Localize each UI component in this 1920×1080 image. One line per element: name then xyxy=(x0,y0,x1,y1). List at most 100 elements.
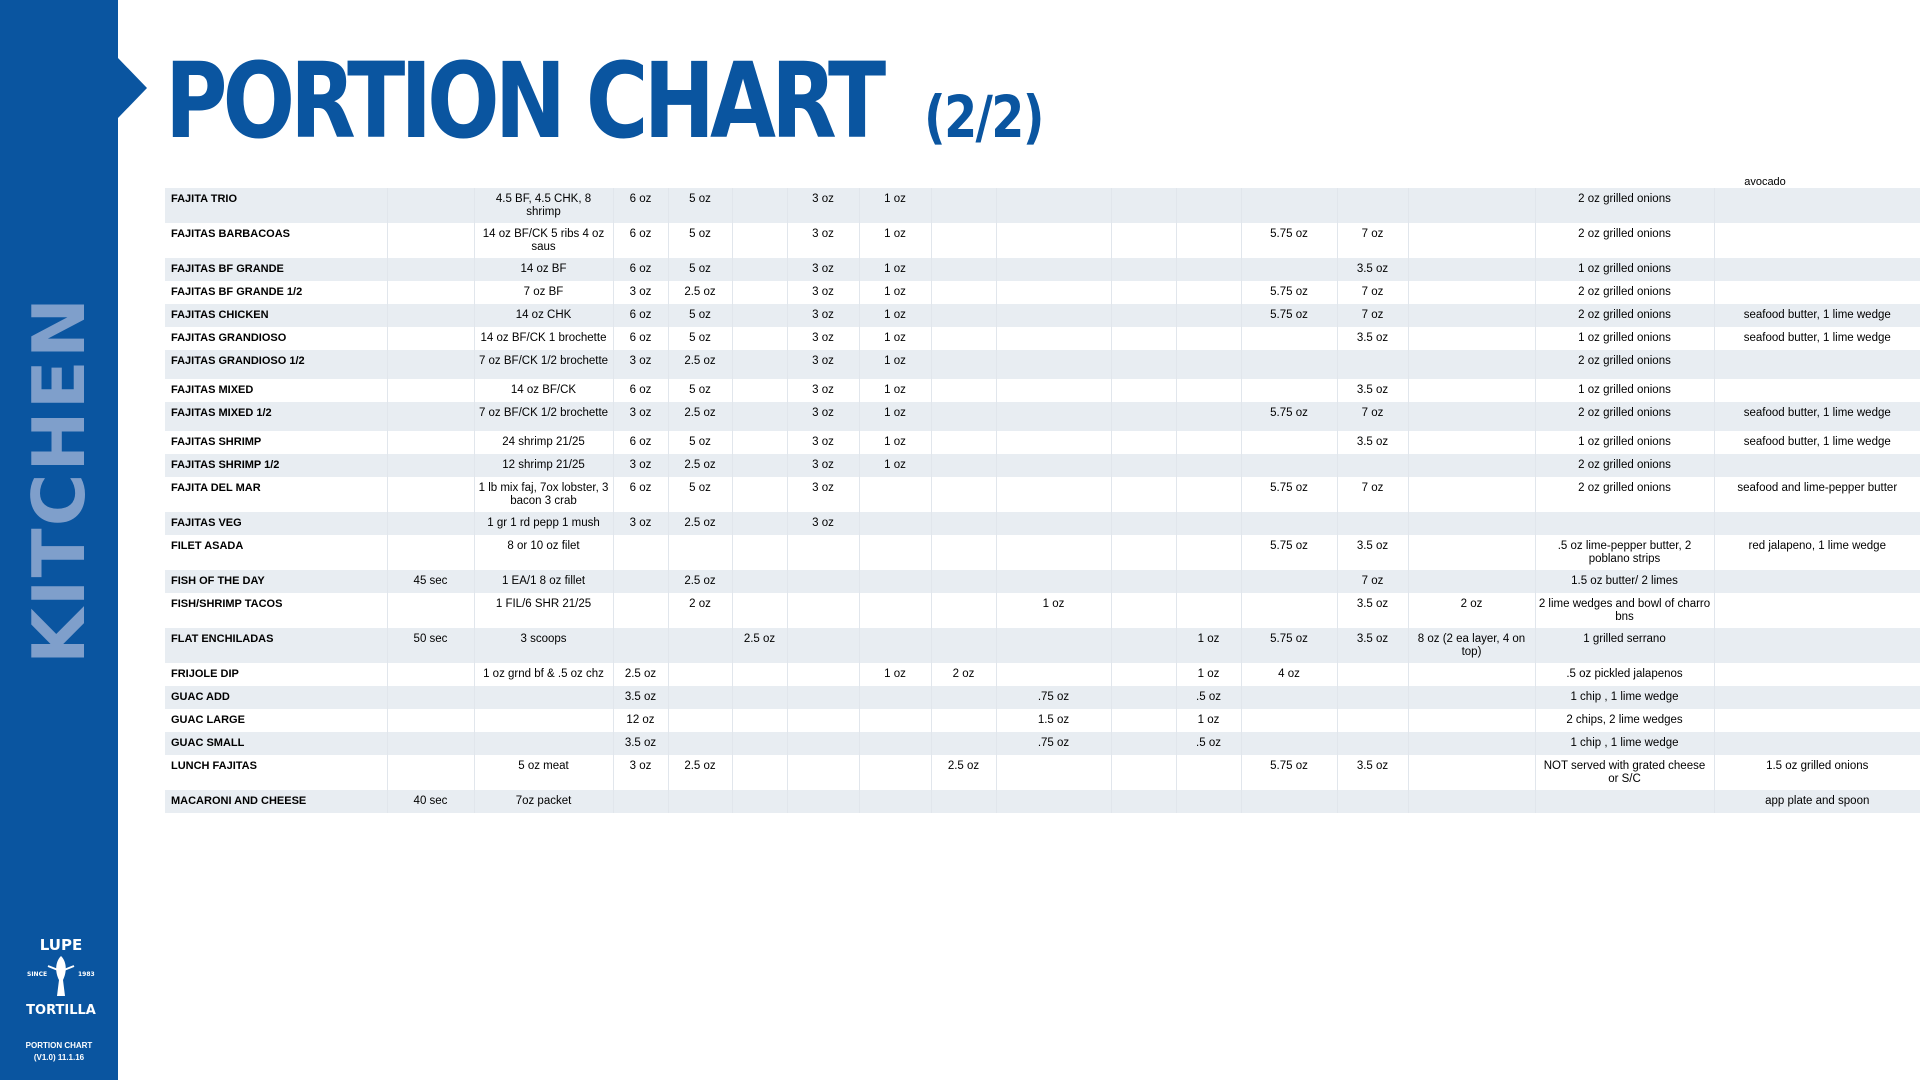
table-cell: 3 oz xyxy=(786,379,859,402)
table-row: LUNCH FAJITAS 5 oz meat 3 oz 2.5 oz 2.5 oz 5.… xyxy=(165,755,1920,790)
table-cell: 3 oz xyxy=(786,327,859,350)
table-cell xyxy=(1110,327,1176,350)
table-cell xyxy=(1407,790,1535,813)
table-cell: 3.5 oz xyxy=(1336,327,1408,350)
table-cell xyxy=(612,570,668,593)
table-cell: 3 oz xyxy=(786,188,859,223)
table-row: MACARONI AND CHEESE 40 sec 7oz packet app p… xyxy=(165,790,1920,813)
table-cell xyxy=(1175,350,1241,379)
table-cell: 6 oz xyxy=(612,223,668,258)
item-name-cell: FRIJOLE DIP xyxy=(171,668,239,680)
table-cell xyxy=(1336,732,1408,755)
table-cell xyxy=(786,663,859,686)
table-cell xyxy=(858,709,931,732)
table-cell: 14 oz BF xyxy=(473,258,613,281)
table-cell xyxy=(1110,512,1176,535)
table-cell: 14 oz BF/CK xyxy=(473,379,613,402)
table-cell: 24 shrimp 21/25 xyxy=(473,431,613,454)
table-cell xyxy=(1240,790,1337,813)
table-cell: .5 oz xyxy=(1175,686,1241,709)
table-cell: 7 oz xyxy=(1336,477,1408,512)
table-cell xyxy=(1110,570,1176,593)
table-cell: 1.5 oz butter/ 2 limes xyxy=(1534,570,1714,593)
table-cell xyxy=(995,304,1111,327)
table-cell: 2 chips, 2 lime wedges xyxy=(1534,709,1714,732)
table-cell xyxy=(858,512,931,535)
table-cell xyxy=(1336,350,1408,379)
table-cell xyxy=(386,454,474,477)
table-cell: 3 oz xyxy=(786,304,859,327)
table-cell: 2 oz xyxy=(1407,593,1535,628)
table-cell xyxy=(1407,350,1535,379)
table-cell xyxy=(667,663,732,686)
table-cell: 7 oz xyxy=(1336,570,1408,593)
table-cell: 2.5 oz xyxy=(667,512,732,535)
table-cell: 3.5 oz xyxy=(1336,431,1408,454)
table-cell: 1 chip , 1 lime wedge xyxy=(1534,732,1714,755)
table-cell xyxy=(667,686,732,709)
table-cell xyxy=(1240,709,1337,732)
table-cell xyxy=(1336,663,1408,686)
svg-text:SINCE: SINCE xyxy=(27,971,47,978)
table-row: FAJITAS GRANDIOSO 1/2 7 oz BF/CK 1/2 broc… xyxy=(165,350,1920,379)
table-cell: 2 oz grilled onions xyxy=(1534,188,1714,223)
table-cell xyxy=(1110,379,1176,402)
item-name-cell: FLAT ENCHILADAS xyxy=(165,628,387,663)
table-cell xyxy=(995,755,1111,790)
table-cell xyxy=(995,628,1111,663)
table-cell: 3 oz xyxy=(786,258,859,281)
table-cell xyxy=(473,709,613,732)
table-cell: 3 oz xyxy=(786,223,859,258)
table-cell xyxy=(1110,755,1176,790)
table-cell xyxy=(930,281,996,304)
table-cell xyxy=(731,570,787,593)
table-cell: 5 oz meat xyxy=(473,755,613,790)
title-main: PORTION CHART xyxy=(165,40,886,162)
item-name-cell: FAJITAS GRANDIOSO xyxy=(171,332,287,344)
table-cell xyxy=(995,327,1111,350)
table-cell xyxy=(995,790,1111,813)
footer-line-2: (V1.0) 11.1.16 xyxy=(33,1053,85,1062)
table-cell xyxy=(1110,454,1176,477)
table-cell xyxy=(995,379,1111,402)
table-cell xyxy=(1336,188,1408,223)
table-cell: .5 oz pickled jalapenos xyxy=(1534,663,1714,686)
table-cell: 1 FIL/6 SHR 21/25 xyxy=(473,593,613,628)
table-cell: 2.5 oz xyxy=(612,663,668,686)
table-cell: 45 sec xyxy=(386,570,474,593)
table-cell: NOT served with grated cheese or S/C xyxy=(1534,755,1714,790)
table-cell xyxy=(930,258,996,281)
table-cell: 3 oz xyxy=(786,477,859,512)
table-cell: 5.75 oz xyxy=(1240,628,1337,663)
table-cell xyxy=(930,732,996,755)
table-cell xyxy=(1175,258,1241,281)
table-cell: 2 oz grilled onions xyxy=(1534,350,1714,379)
table-cell xyxy=(1175,790,1241,813)
table-cell: 2.5 oz xyxy=(731,628,787,663)
table-cell: .75 oz xyxy=(995,686,1111,709)
table-cell: 1 oz xyxy=(858,281,931,304)
table-cell xyxy=(786,628,859,663)
table-cell: 1 oz xyxy=(1175,628,1241,663)
table-cell xyxy=(612,593,668,628)
item-name-cell: FILET ASADA xyxy=(171,540,244,552)
table-cell xyxy=(731,663,787,686)
table-cell: 7 oz xyxy=(1336,223,1408,258)
table-cell: 3 oz xyxy=(612,402,668,431)
table-cell: 1 lb mix faj, 7ox lobster, 3 bacon 3 cra… xyxy=(473,477,613,512)
table-cell xyxy=(786,686,859,709)
table-cell xyxy=(1110,350,1176,379)
table-cell: 1 oz grnd bf & .5 oz chz xyxy=(473,663,613,686)
svg-text:LUPE: LUPE xyxy=(40,936,82,954)
table-cell xyxy=(930,223,996,258)
table-row: FAJITAS CHICKEN 14 oz CHK 6 oz 5 oz 3 oz 1 oz… xyxy=(165,304,1920,327)
table-cell: 7 oz xyxy=(1336,304,1408,327)
table-cell: 1 oz xyxy=(858,223,931,258)
table-cell: 1 oz xyxy=(858,304,931,327)
footer-version: PORTION CHART (V1.0) 11.1.16 xyxy=(0,1040,118,1064)
table-cell xyxy=(1240,593,1337,628)
item-name-cell: FAJITAS CHICKEN xyxy=(165,304,387,327)
table-cell xyxy=(1336,454,1408,477)
table-cell xyxy=(786,790,859,813)
table-cell: 3.5 oz xyxy=(1336,628,1408,663)
